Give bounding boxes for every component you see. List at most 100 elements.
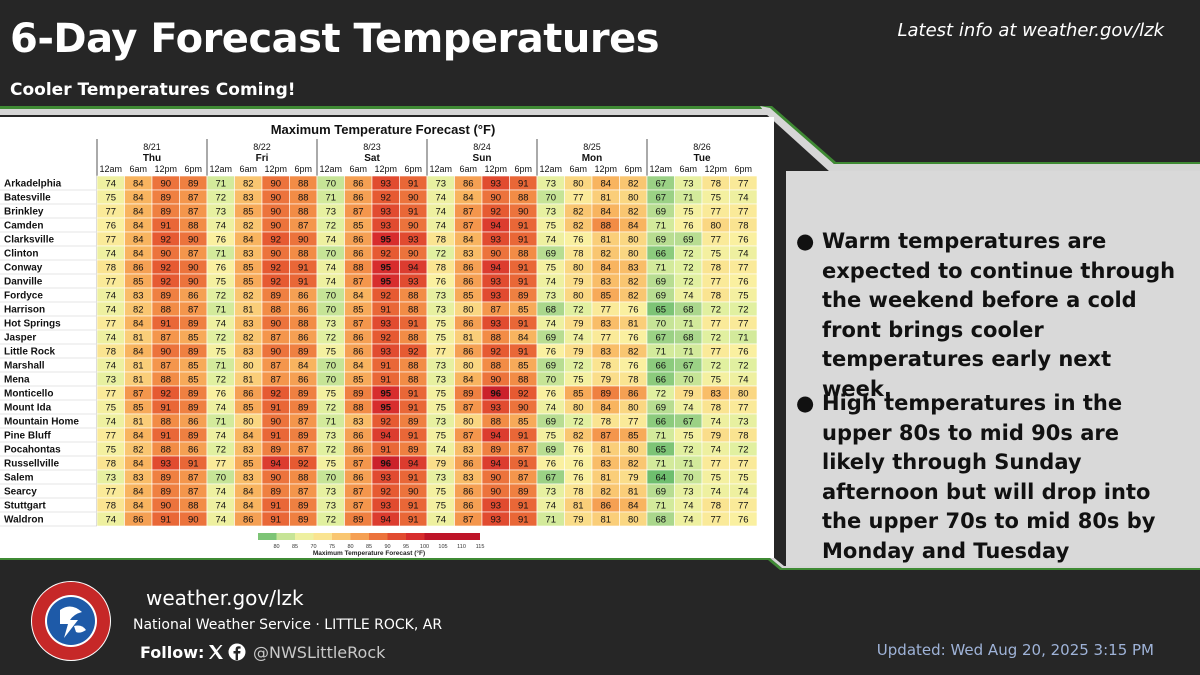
temp-value: 79 [573, 319, 584, 330]
legend-tick: 90 [384, 544, 390, 550]
temp-value: 74 [738, 487, 749, 498]
footer-site[interactable]: weather.gov/lzk [146, 586, 304, 610]
temp-value: 77 [710, 319, 721, 330]
temp-value: 78 [435, 263, 446, 274]
temp-value: 84 [600, 179, 611, 190]
temp-value: 91 [160, 319, 171, 330]
temp-value: 92 [160, 235, 171, 246]
temp-value: 85 [518, 417, 529, 428]
temp-value: 86 [463, 501, 474, 512]
social-handle[interactable]: @NWSLittleRock [253, 643, 386, 662]
temp-value: 94 [490, 221, 501, 232]
legend-swatch [295, 533, 314, 540]
temp-value: 80 [628, 403, 639, 414]
temp-value: 90 [188, 515, 199, 526]
temp-value: 82 [628, 459, 639, 470]
temp-value: 90 [188, 263, 199, 274]
temp-value: 90 [270, 249, 281, 260]
hour-label: 12pm [594, 164, 617, 174]
temp-value: 82 [628, 277, 639, 288]
temp-value: 84 [353, 361, 364, 372]
temp-value: 92 [298, 459, 309, 470]
temp-value: 91 [188, 459, 199, 470]
temp-value: 73 [738, 417, 749, 428]
temp-value: 83 [133, 291, 144, 302]
temp-value: 87 [298, 221, 309, 232]
legend-label: Maximum Temperature Forecast (°F) [313, 549, 425, 557]
temp-value: 78 [710, 403, 721, 414]
location-name: Stuttgart [4, 501, 46, 512]
bullet-2-text: High temperatures in the upper 80s to mi… [822, 391, 1156, 592]
temp-value: 74 [105, 417, 116, 428]
temp-value: 67 [655, 179, 666, 190]
temp-value: 76 [545, 347, 556, 358]
temp-value: 83 [628, 263, 639, 274]
facebook-icon[interactable] [228, 643, 246, 661]
temp-value: 86 [353, 445, 364, 456]
hour-label: 12am [429, 164, 452, 174]
hour-label: 6pm [514, 164, 532, 174]
location-name: Searcy [4, 487, 37, 498]
temp-value: 80 [628, 193, 639, 204]
temp-value: 91 [270, 431, 281, 442]
temp-value: 77 [710, 459, 721, 470]
temp-value: 93 [490, 515, 501, 526]
hour-label: 6am [239, 164, 257, 174]
temp-value: 74 [545, 501, 556, 512]
temp-value: 75 [738, 291, 749, 302]
temp-value: 74 [738, 193, 749, 204]
temp-value: 88 [600, 221, 611, 232]
temp-value: 75 [435, 487, 446, 498]
temp-value: 76 [628, 333, 639, 344]
temp-value: 89 [298, 515, 309, 526]
temp-value: 91 [270, 515, 281, 526]
temp-value: 90 [408, 221, 419, 232]
temp-value: 86 [188, 291, 199, 302]
temp-value: 89 [270, 291, 281, 302]
temp-value: 81 [600, 193, 611, 204]
temp-value: 74 [215, 487, 226, 498]
temp-value: 70 [325, 375, 336, 386]
temp-value: 78 [435, 235, 446, 246]
temp-value: 72 [683, 249, 694, 260]
temp-value: 70 [683, 473, 694, 484]
temp-value: 72 [683, 263, 694, 274]
temp-value: 69 [655, 277, 666, 288]
legend-swatch [424, 533, 443, 540]
temp-value: 92 [380, 249, 391, 260]
hour-label: 6am [349, 164, 367, 174]
temp-value: 88 [518, 375, 529, 386]
temp-value: 84 [600, 207, 611, 218]
location-name: Monticello [4, 389, 53, 400]
temp-value: 76 [628, 361, 639, 372]
temp-value: 77 [738, 263, 749, 274]
temp-value: 88 [490, 333, 501, 344]
temp-value: 76 [435, 277, 446, 288]
temp-value: 86 [353, 193, 364, 204]
temp-value: 92 [490, 347, 501, 358]
legend-swatch [350, 533, 369, 540]
temp-value: 79 [573, 277, 584, 288]
temp-value: 72 [738, 305, 749, 316]
temp-value: 77 [628, 417, 639, 428]
temp-value: 85 [243, 277, 254, 288]
temp-value: 90 [490, 249, 501, 260]
temp-value: 72 [215, 291, 226, 302]
temp-value: 74 [105, 249, 116, 260]
temp-value: 77 [600, 305, 611, 316]
temp-value: 80 [243, 417, 254, 428]
temp-value: 82 [133, 305, 144, 316]
latest-info-link[interactable]: Latest info at weather.gov/lzk [897, 20, 1164, 41]
temp-value: 83 [710, 389, 721, 400]
temp-value: 66 [655, 375, 666, 386]
temp-value: 88 [298, 319, 309, 330]
top-band [0, 109, 770, 115]
location-name: Brinkley [4, 207, 44, 218]
temp-value: 93 [380, 473, 391, 484]
temp-value: 82 [243, 179, 254, 190]
legend-swatch [332, 533, 351, 540]
x-icon[interactable] [207, 643, 225, 661]
temp-value: 71 [655, 347, 666, 358]
temp-value: 87 [353, 277, 364, 288]
temp-value: 86 [353, 431, 364, 442]
